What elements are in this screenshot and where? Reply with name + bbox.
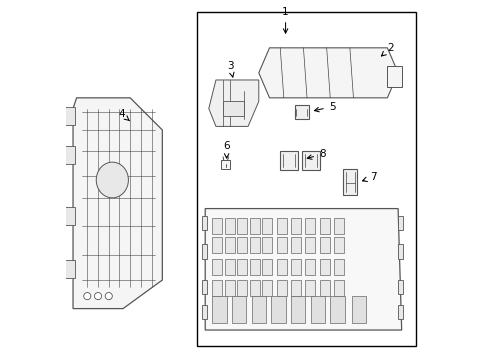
Polygon shape [224, 280, 234, 296]
Polygon shape [62, 260, 75, 278]
Polygon shape [258, 48, 397, 98]
Polygon shape [224, 217, 234, 234]
Polygon shape [271, 296, 285, 323]
Polygon shape [301, 152, 319, 170]
Polygon shape [262, 258, 272, 275]
Polygon shape [201, 216, 206, 230]
Polygon shape [237, 237, 247, 253]
Polygon shape [62, 207, 75, 225]
Polygon shape [212, 258, 222, 275]
Polygon shape [62, 107, 75, 125]
Ellipse shape [96, 162, 128, 198]
Polygon shape [329, 296, 344, 323]
Polygon shape [237, 217, 247, 234]
Polygon shape [231, 296, 246, 323]
Polygon shape [208, 80, 258, 126]
Polygon shape [280, 152, 298, 170]
Polygon shape [262, 237, 272, 253]
Polygon shape [397, 244, 403, 258]
Polygon shape [276, 258, 286, 275]
Polygon shape [212, 296, 226, 323]
Circle shape [94, 293, 102, 300]
Text: 4: 4 [118, 109, 129, 121]
Polygon shape [212, 237, 222, 253]
Text: 1: 1 [282, 7, 288, 33]
Circle shape [105, 293, 112, 300]
Polygon shape [249, 217, 259, 234]
Polygon shape [386, 66, 401, 87]
Polygon shape [262, 217, 272, 234]
Text: 5: 5 [314, 102, 335, 112]
Polygon shape [319, 280, 329, 296]
Polygon shape [333, 258, 343, 275]
Polygon shape [333, 217, 343, 234]
Polygon shape [212, 217, 222, 234]
Polygon shape [201, 305, 206, 319]
Polygon shape [397, 216, 403, 230]
Polygon shape [305, 258, 315, 275]
Polygon shape [343, 169, 357, 195]
Polygon shape [276, 280, 286, 296]
Polygon shape [276, 217, 286, 234]
Polygon shape [305, 237, 315, 253]
Polygon shape [276, 237, 286, 253]
Text: 8: 8 [306, 149, 325, 159]
Polygon shape [249, 280, 259, 296]
Text: 3: 3 [226, 61, 233, 77]
Polygon shape [221, 160, 230, 169]
Polygon shape [212, 280, 222, 296]
Polygon shape [294, 105, 308, 119]
Text: 2: 2 [381, 43, 393, 56]
Polygon shape [319, 258, 329, 275]
Polygon shape [249, 258, 259, 275]
Polygon shape [73, 98, 162, 309]
Circle shape [83, 293, 91, 300]
Polygon shape [201, 280, 206, 294]
Polygon shape [305, 217, 315, 234]
FancyBboxPatch shape [197, 12, 415, 346]
Polygon shape [290, 237, 300, 253]
Polygon shape [251, 296, 265, 323]
Polygon shape [237, 280, 247, 296]
Polygon shape [62, 146, 75, 164]
Polygon shape [290, 258, 300, 275]
Polygon shape [319, 237, 329, 253]
Polygon shape [249, 237, 259, 253]
Polygon shape [262, 280, 272, 296]
Polygon shape [333, 280, 343, 296]
Polygon shape [237, 258, 247, 275]
Polygon shape [224, 237, 234, 253]
Polygon shape [290, 296, 305, 323]
Polygon shape [223, 102, 244, 116]
Polygon shape [397, 305, 403, 319]
Text: 6: 6 [223, 141, 229, 158]
Polygon shape [201, 244, 206, 258]
Polygon shape [333, 237, 343, 253]
Polygon shape [224, 258, 234, 275]
Polygon shape [305, 280, 315, 296]
Polygon shape [290, 217, 300, 234]
Polygon shape [290, 280, 300, 296]
Polygon shape [205, 208, 401, 330]
Polygon shape [319, 217, 329, 234]
Text: 7: 7 [362, 172, 376, 182]
Polygon shape [397, 280, 403, 294]
Polygon shape [310, 296, 324, 323]
Polygon shape [351, 296, 365, 323]
